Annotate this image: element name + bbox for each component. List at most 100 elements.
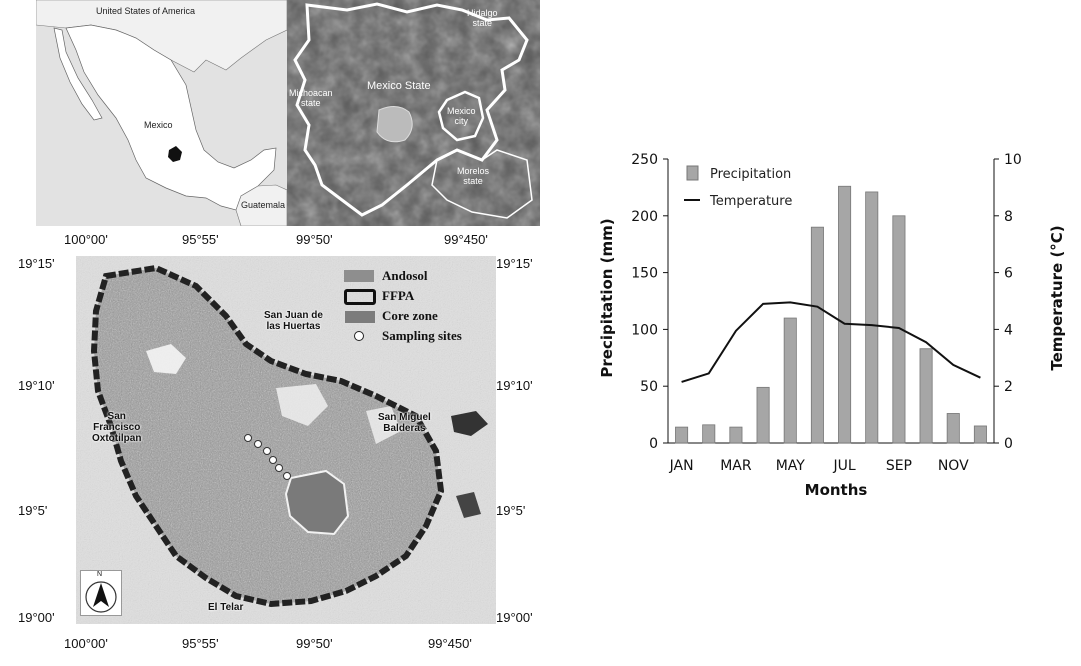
label-michoacan: Michoacan state	[289, 88, 333, 108]
study-area-marker	[168, 146, 182, 162]
label-hidalgo: Hidalgo state	[467, 8, 498, 28]
right-coord-2: 19°5'	[496, 503, 526, 518]
legend-ffpa-label: FFPA	[382, 288, 415, 303]
label-morelos: Morelos state	[457, 166, 489, 186]
label-mexico-city-text: Mexico city	[447, 106, 476, 126]
y2-tick-label: 10	[1004, 152, 1022, 168]
legend-andosol: Andosol	[340, 266, 496, 286]
x-tick-label: NOV	[938, 458, 969, 474]
x-tick-label: JUL	[832, 458, 855, 474]
legend-core-zone-label: Core zone	[382, 308, 438, 323]
x-tick-label: SEP	[886, 458, 912, 474]
y2-tick-label: 2	[1004, 379, 1013, 395]
precipitation-bar	[973, 425, 987, 444]
precipitation-bar	[892, 215, 906, 444]
sampling-sites-layer	[244, 434, 291, 480]
left-coord-3: 19°00'	[18, 610, 55, 625]
bottom-coord-3: 99°450'	[428, 636, 472, 651]
sampling-site	[269, 456, 277, 464]
y-tick-label: 200	[631, 209, 658, 225]
y2-tick-label: 6	[1004, 266, 1013, 282]
label-mexico-state: Mexico State	[367, 80, 431, 92]
sampling-site-swatch-icon	[354, 331, 364, 341]
legend-core-zone: Core zone	[340, 306, 496, 326]
bottom-coord-0: 100°00'	[64, 636, 108, 651]
north-arrow-icon	[85, 581, 117, 613]
legend-sampling-sites: Sampling sites	[340, 326, 496, 346]
legend-precipitation-label: Precipitation	[710, 167, 791, 182]
place-san-juan-text: San Juan de las Huertas	[264, 310, 323, 332]
precipitation-bar	[756, 386, 770, 444]
north-arrow: N	[80, 570, 122, 616]
legend-ffpa: FFPA	[340, 286, 496, 306]
sampling-site	[275, 464, 283, 472]
precipitation-bar	[729, 426, 743, 444]
label-mexico: Mexico	[144, 120, 173, 130]
state-boundaries-map	[287, 0, 540, 226]
legend-temperature-label: Temperature	[709, 194, 792, 209]
y2-tick-label: 4	[1004, 322, 1013, 338]
ffpa-swatch-icon	[344, 289, 376, 305]
precipitation-bar	[946, 413, 960, 444]
precipitation-bar	[919, 348, 933, 444]
mexico-outline-map	[36, 0, 287, 226]
label-guatemala: Guatemala	[241, 200, 286, 210]
north-arrow-label: N	[97, 571, 103, 578]
andosol-swatch-icon	[344, 270, 374, 282]
sampling-site	[263, 447, 271, 455]
sampling-site	[254, 440, 262, 448]
y-tick-label: 50	[640, 379, 658, 395]
bottom-coord-1: 95°55'	[182, 636, 219, 651]
y-axis-title: Precipitation (mm)	[598, 218, 616, 377]
precipitation-bar	[702, 424, 716, 444]
precipitation-bar	[783, 317, 797, 444]
right-coord-1: 19°10'	[496, 378, 533, 393]
precipitation-bar	[838, 185, 852, 444]
legend-sampling-sites-label: Sampling sites	[382, 328, 462, 343]
precipitation-bar	[865, 191, 879, 444]
study-area-svg	[76, 256, 496, 624]
y2-tick-label: 8	[1004, 209, 1013, 225]
study-area-map: Andosol FFPA Core zone Sampling sites Sa…	[76, 256, 496, 624]
sampling-site	[244, 434, 252, 442]
precipitation-bar	[675, 426, 689, 444]
x-tick-label: MAY	[776, 458, 806, 474]
label-morelos-text: Morelos state	[457, 166, 490, 186]
place-el-telar: El Telar	[208, 602, 244, 613]
sampling-site	[283, 472, 291, 480]
legend-precipitation-swatch	[686, 165, 699, 181]
left-coord-0: 19°15'	[18, 256, 55, 271]
y-tick-label: 0	[649, 436, 658, 452]
top-coord-1: 95°55'	[182, 232, 219, 247]
chart-legend: Precipitation Temperature	[684, 165, 792, 209]
place-san-juan: San Juan de las Huertas	[264, 310, 323, 332]
place-san-miguel-text: San Miguel Balderas	[378, 412, 431, 434]
y-tick-label: 250	[631, 152, 658, 168]
label-michoacan-text: Michoacan state	[289, 88, 333, 108]
left-coord-2: 19°5'	[18, 503, 48, 518]
legend-andosol-label: Andosol	[382, 268, 428, 283]
temperature-line	[681, 301, 981, 383]
climate-chart-svg: Precipitation (mm) Temperature (°C) Mont…	[598, 152, 1066, 499]
y2-axis-title: Temperature (°C)	[1048, 225, 1066, 370]
place-san-francisco: San Francisco Oxtotilpan	[92, 411, 141, 444]
y-tick-label: 100	[631, 322, 658, 338]
label-hidalgo-text: Hidalgo state	[467, 8, 498, 28]
label-usa: United States of America	[96, 6, 196, 16]
x-tick-label: MAR	[720, 458, 752, 474]
right-coord-3: 19°00'	[496, 610, 533, 625]
top-coord-0: 100°00'	[64, 232, 108, 247]
left-coord-1: 19°10'	[18, 378, 55, 393]
climate-chart: Precipitation (mm) Temperature (°C) Mont…	[590, 140, 1081, 510]
place-san-francisco-text: San Francisco Oxtotilpan	[92, 411, 142, 444]
place-san-miguel: San Miguel Balderas	[378, 412, 431, 434]
y2-tick-label: 0	[1004, 436, 1013, 452]
label-mexico-city: Mexico city	[447, 106, 476, 126]
x-axis-title: Months	[805, 481, 868, 499]
precipitation-bar	[810, 226, 824, 444]
x-tick-label: JAN	[669, 458, 694, 474]
country-inset-map: United States of America Mexico Guatemal…	[36, 0, 287, 226]
map-figure: United States of America Mexico Guatemal…	[18, 0, 540, 666]
map-legend: Andosol FFPA Core zone Sampling sites	[340, 266, 496, 346]
top-coord-2: 99°50'	[296, 232, 333, 247]
